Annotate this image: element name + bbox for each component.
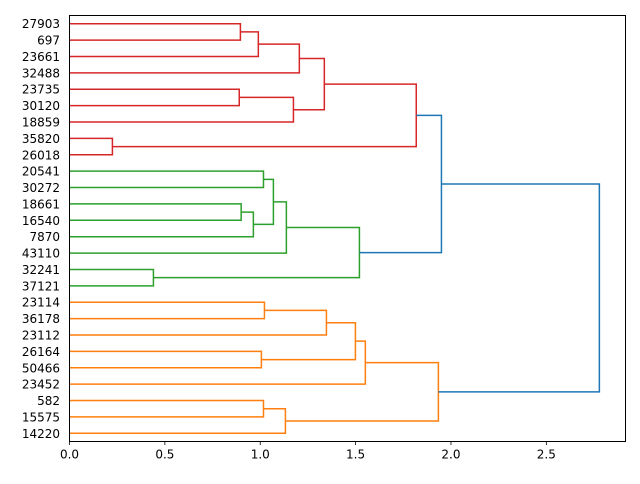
leaf-labels: 27903 697 23661 32488 23735 30120 18859 35820 26… [22,17,60,441]
x-tick-label: 0.0 [60,448,79,462]
leaf-label: 23112 [22,329,60,343]
dendrogram-link [69,43,301,74]
dendrogram-link [293,57,326,111]
dendrogram-link [69,88,241,107]
leaf-label: 18661 [22,197,60,211]
dendrogram-link [261,321,357,361]
leaf-label: 50466 [22,361,60,375]
dendrogram-link [69,22,242,41]
leaf-label: 23661 [22,50,60,64]
leaf-label: 43110 [22,247,60,261]
leaf-label: 36178 [22,312,60,326]
leaf-label: 35820 [22,132,60,146]
x-tick-label: 2.0 [441,448,460,462]
dendrogram-link [69,211,255,238]
dendrogram-link [69,137,114,156]
dendrogram-links [69,22,601,435]
leaf-label: 7870 [29,230,60,244]
leaf-label: 27903 [22,17,60,31]
leaf-label: 697 [37,34,60,48]
dendrogram-link [69,268,155,287]
leaf-label: 16540 [22,214,60,228]
leaf-label: 14220 [22,427,60,441]
dendrogram-link [438,183,601,393]
x-tick-label: 1.0 [251,448,270,462]
leaf-label: 23452 [22,378,60,392]
dendrogram-link [285,361,440,422]
leaf-label: 23735 [22,83,60,97]
leaf-label: 37121 [22,279,60,293]
plot-frame [69,15,626,442]
dendrogram-link [69,31,260,58]
dendrogram-link [69,407,287,435]
leaf-label: 26018 [22,148,60,162]
dendrogram-link [69,350,263,369]
dendrogram-link [253,178,275,226]
leaf-label: 15575 [22,410,60,424]
dendrogram-link [69,309,328,336]
x-tick-label: 0.5 [155,448,174,462]
dendrogram-link [153,226,361,279]
dendrogram-link [359,114,443,254]
dendrogram-link [69,203,242,222]
x-tick-label: 1.5 [346,448,365,462]
leaf-label: 32241 [22,263,60,277]
dendrogram-link [69,340,367,385]
leaf-label: 30272 [22,181,60,195]
leaf-label: 20541 [22,165,60,179]
leaf-label: 32488 [22,66,60,80]
x-axis-ticks: 0.0 0.5 1.0 1.5 2.0 2.5 [60,441,556,462]
leaf-label: 582 [37,394,60,408]
dendrogram-link [69,96,295,123]
leaf-label: 23114 [22,296,60,310]
dendrogram-link [69,399,265,418]
leaf-label: 30120 [22,99,60,113]
dendrogram-link [69,301,266,320]
dendrogram-link [69,170,265,189]
x-tick-label: 2.5 [537,448,556,462]
dendrogram-link [112,83,418,148]
leaf-label: 18859 [22,116,60,130]
leaf-label: 26164 [22,345,60,359]
